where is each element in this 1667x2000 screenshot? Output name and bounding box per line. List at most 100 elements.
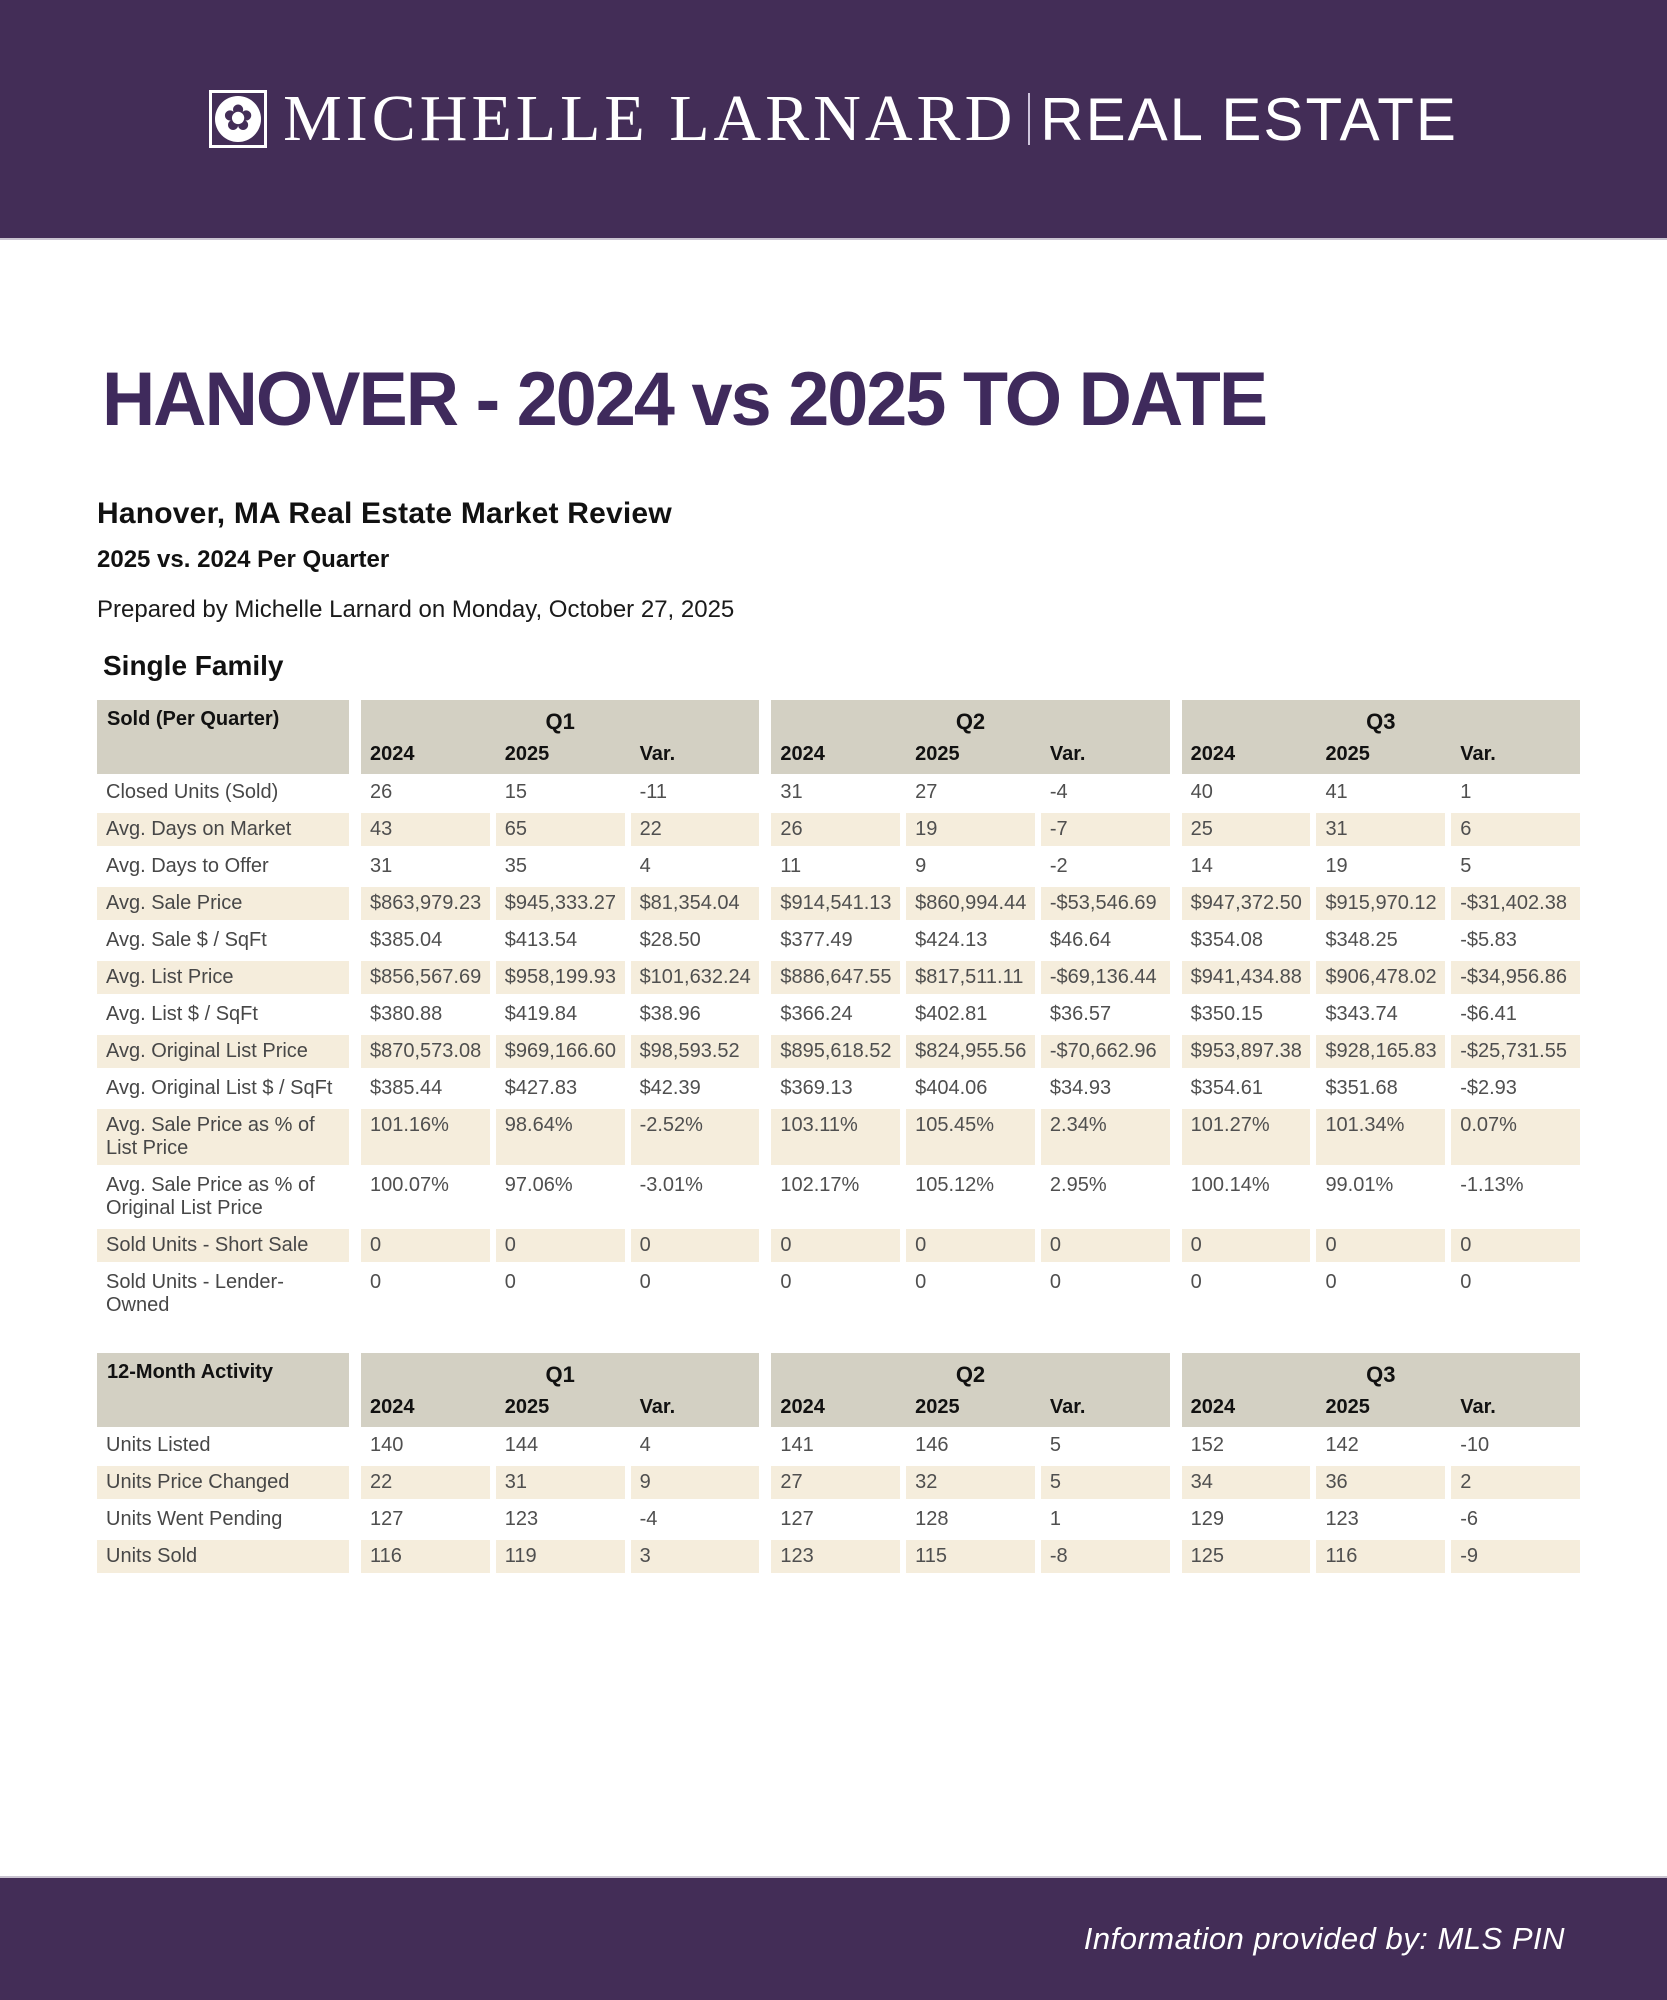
value-cell: $969,166.60 <box>495 1033 625 1070</box>
table-row: Sold Units - Lender-Owned 0 0 0 0 0 0 0 0 0 <box>97 1264 1580 1324</box>
column-header-cell: Var. <box>639 1396 676 1418</box>
value-cell: 101.34% <box>1316 1107 1446 1167</box>
value-cell: -8 <box>1040 1538 1170 1575</box>
value-cell: $385.04 <box>361 922 490 959</box>
quarter-value-group: $366.24 $402.81 $36.57 <box>771 996 1170 1033</box>
value-cell: -4 <box>630 1501 760 1538</box>
sold-per-quarter-table: Sold (Per Quarter) Q1 2024 2025 Var. Q2 2024 20… <box>97 700 1580 1324</box>
value-cell: $427.83 <box>495 1070 625 1107</box>
value-cell: $404.06 <box>906 1070 1035 1107</box>
quarter-value-group: 116 119 3 <box>361 1538 760 1575</box>
quarter-header: Q2 <box>955 709 986 734</box>
value-cell: 15 <box>495 774 625 811</box>
year-header-row: 2024 2025 Var. <box>771 743 1169 766</box>
table-row: Avg. List Price $856,567.69 $958,199.93 $10… <box>97 959 1580 996</box>
value-cell: 25 <box>1181 811 1311 848</box>
year-header-row: 2024 2025 Var. <box>1182 743 1580 766</box>
value-cell: 31 <box>1316 811 1446 848</box>
quarter-value-group: 34 36 2 <box>1181 1464 1580 1501</box>
value-cell: $824,955.56 <box>906 1033 1035 1070</box>
value-cell: 123 <box>1316 1501 1446 1538</box>
table-row: Avg. Sale Price $863,979.23 $945,333.27 $81… <box>97 885 1580 922</box>
value-cell: 116 <box>1316 1538 1446 1575</box>
sand-dollar-petals: ✿ <box>223 97 254 138</box>
value-cell: 0 <box>1040 1264 1170 1324</box>
row-label: Units Listed <box>97 1427 349 1464</box>
quarter-value-group: 127 128 1 <box>771 1501 1170 1538</box>
value-cell: 31 <box>361 848 490 885</box>
column-header-cell: Var. <box>1460 743 1496 765</box>
brand-name-sans: REAL ESTATE <box>1040 85 1458 153</box>
quarter-value-group: $953,897.38 $928,165.83 -$25,731.55 <box>1181 1033 1580 1070</box>
column-header-cell: Var. <box>1049 1396 1086 1418</box>
quarter-value-group: 141 146 5 <box>771 1427 1170 1464</box>
value-cell: $385.44 <box>361 1070 490 1107</box>
quarter-value-group: 103.11% 105.45% 2.34% <box>771 1107 1170 1167</box>
row-label: Avg. Sale Price <box>97 885 349 922</box>
table-row: Avg. Original List $ / SqFt $385.44 $427.8… <box>97 1070 1580 1107</box>
row-label: Units Price Changed <box>97 1464 349 1501</box>
logo-divider <box>1028 93 1031 145</box>
value-cell: $914,541.13 <box>771 885 901 922</box>
table-row: Avg. Sale Price as % of List Price 101.16… <box>97 1107 1580 1167</box>
value-cell: 65 <box>495 811 625 848</box>
value-cell: 127 <box>771 1501 901 1538</box>
section-label: Single Family <box>103 650 284 681</box>
quarter-value-group: 127 123 -4 <box>361 1501 760 1538</box>
value-cell: 127 <box>361 1501 490 1538</box>
value-cell: 0 <box>1181 1227 1311 1264</box>
column-header-cell: 2024 <box>1190 1396 1236 1418</box>
value-cell: $953,897.38 <box>1181 1033 1311 1070</box>
value-cell: $46.64 <box>1040 922 1170 959</box>
column-header-cell: 2025 <box>504 743 550 765</box>
quarter-value-group: $941,434.88 $906,478.02 -$34,956.86 <box>1181 959 1580 996</box>
value-cell: 100.07% <box>361 1167 490 1227</box>
value-cell: $351.68 <box>1316 1070 1446 1107</box>
value-cell: $856,567.69 <box>361 959 490 996</box>
value-cell: $369.13 <box>771 1070 901 1107</box>
quarter-value-group: 22 31 9 <box>361 1464 760 1501</box>
value-cell: -6 <box>1451 1501 1580 1538</box>
value-cell: 4 <box>630 1427 760 1464</box>
value-cell: 140 <box>361 1427 490 1464</box>
value-cell: -$34,956.86 <box>1451 959 1580 996</box>
column-header-cell: 2025 <box>504 1396 550 1418</box>
value-cell: $906,478.02 <box>1316 959 1446 996</box>
value-cell: $350.15 <box>1181 996 1311 1033</box>
value-cell: 105.45% <box>906 1107 1035 1167</box>
column-header-cell: Var. <box>1049 743 1086 765</box>
quarter-value-group: $886,647.55 $817,511.11 -$69,136.44 <box>771 959 1170 996</box>
value-cell: 146 <box>906 1427 1035 1464</box>
value-cell: -$31,402.38 <box>1451 885 1580 922</box>
value-cell: 0 <box>771 1227 901 1264</box>
value-cell: 129 <box>1181 1501 1311 1538</box>
value-cell: 0 <box>495 1227 625 1264</box>
page-title: HANOVER - 2024 vs 2025 TO DATE <box>102 357 1268 442</box>
row-label: Avg. Sale Price as % of Original List Pr… <box>97 1167 349 1227</box>
value-cell: 34 <box>1181 1464 1311 1501</box>
value-cell: $28.50 <box>630 922 760 959</box>
value-cell: 31 <box>495 1464 625 1501</box>
prepared-by-line: Prepared by Michelle Larnard on Monday, … <box>97 596 735 623</box>
row-label: Units Sold <box>97 1538 349 1575</box>
value-cell: $81,354.04 <box>630 885 760 922</box>
value-cell: $945,333.27 <box>495 885 625 922</box>
row-label: Units Went Pending <box>97 1501 349 1538</box>
table-header-row: Sold (Per Quarter) Q1 2024 2025 Var. Q2 2024 20… <box>97 700 1580 774</box>
row-label: Closed Units (Sold) <box>97 774 349 811</box>
value-cell: 115 <box>906 1538 1035 1575</box>
value-cell: 0.07% <box>1451 1107 1580 1167</box>
quarter-value-group: $914,541.13 $860,994.44 -$53,546.69 <box>771 885 1170 922</box>
column-header-cell: 2024 <box>1190 743 1236 765</box>
quarter-value-group: 14 19 5 <box>1181 848 1580 885</box>
column-header-cell: Var. <box>639 743 676 765</box>
value-cell: 19 <box>1316 848 1446 885</box>
table-row: Units Went Pending 127 123 -4 127 128 1 129 123-… <box>97 1501 1580 1538</box>
quarter-value-group: 123 115 -8 <box>771 1538 1170 1575</box>
table-row: Avg. List $ / SqFt $380.88 $419.84 $38.96 $3… <box>97 996 1580 1033</box>
value-cell: -3.01% <box>630 1167 760 1227</box>
value-cell: 116 <box>361 1538 490 1575</box>
